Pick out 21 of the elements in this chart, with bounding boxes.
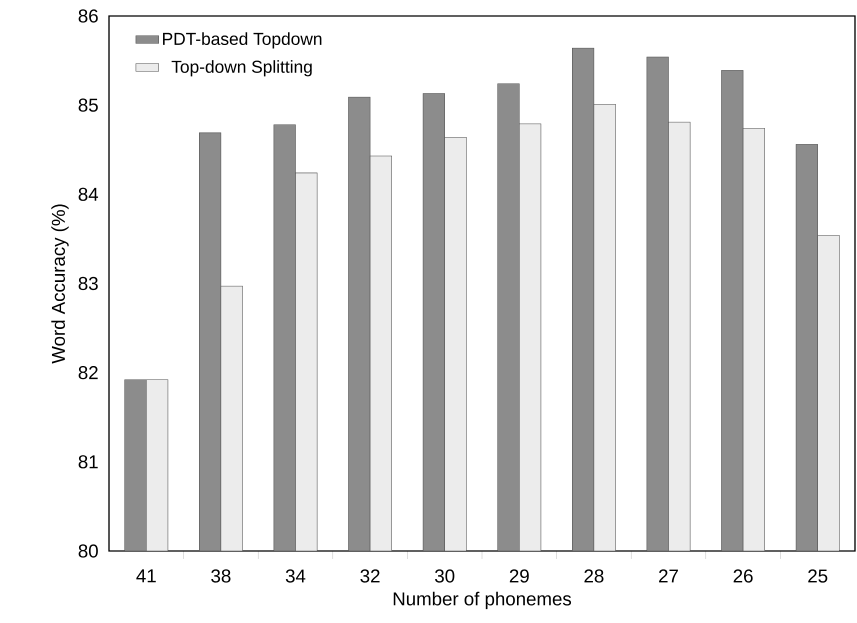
legend-label: PDT-based Topdown bbox=[163, 32, 322, 48]
y-tick-label: 81 bbox=[78, 455, 98, 468]
x-tick-label: 34 bbox=[286, 569, 306, 583]
x-tick-label: 32 bbox=[360, 569, 380, 583]
y-tick-label: 82 bbox=[78, 366, 98, 380]
x-tick-label: 28 bbox=[584, 569, 604, 583]
x-axis-title: Number of phonemes bbox=[394, 592, 572, 610]
x-tick-label: 25 bbox=[808, 569, 828, 583]
y-tick-label: 80 bbox=[78, 544, 98, 558]
y-tick-label: 85 bbox=[78, 98, 98, 112]
x-tick-label: 30 bbox=[435, 569, 454, 583]
x-tick-label: 26 bbox=[734, 569, 753, 583]
x-tick-label: 27 bbox=[659, 569, 678, 582]
y-axis-title: Word Accuracy (%) bbox=[51, 204, 69, 364]
y-tick-label: 86 bbox=[78, 9, 98, 23]
x-tick-label: 29 bbox=[510, 569, 529, 583]
y-tick-label: 84 bbox=[78, 188, 98, 201]
x-tick-label: 38 bbox=[211, 569, 230, 583]
legend-label: Top-down Splitting bbox=[172, 60, 312, 76]
y-tick-label: 83 bbox=[78, 276, 98, 290]
x-tick-label: 41 bbox=[136, 569, 156, 582]
